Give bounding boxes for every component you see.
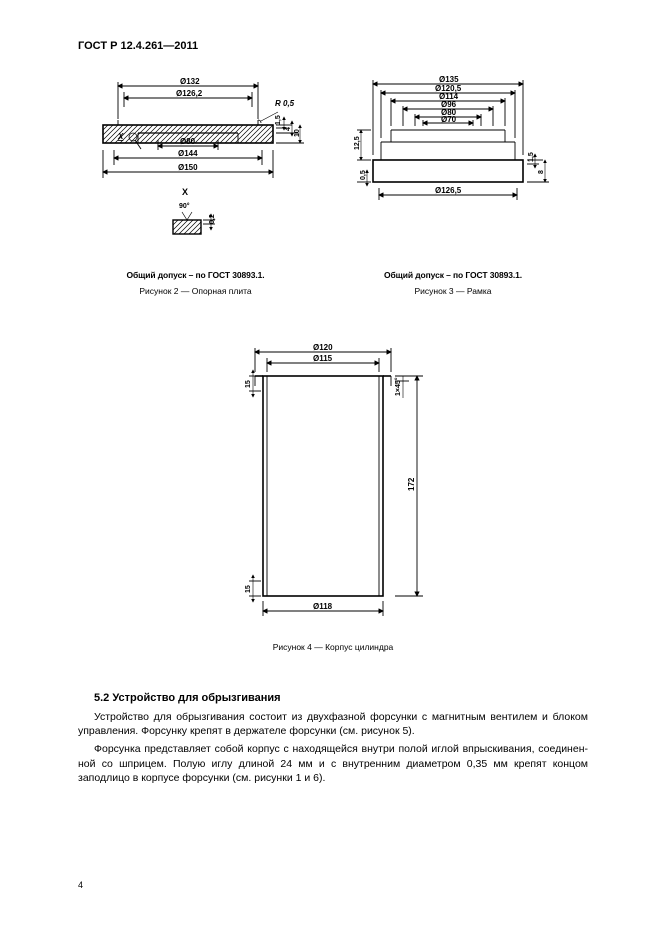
dim-d144: Ø144 — [178, 149, 198, 158]
figure-3-caption: Рисунок 3 — Рамка — [415, 286, 492, 296]
dim-d150: Ø150 — [178, 163, 198, 172]
dim-d115: Ø115 — [313, 354, 333, 363]
detail-x-label: X — [182, 187, 188, 197]
figure-3-note: Общий допуск – по ГОСТ 30893.1. — [384, 270, 522, 280]
figure-2-block: Ø132 Ø126,2 R 0,5 X Ø80 Ø144 Ø150 1,5 4 … — [78, 70, 313, 296]
dim-10: 10 — [294, 129, 301, 137]
dim-d120: Ø120 — [313, 343, 333, 352]
figure-4-svg: Ø120 Ø115 15 15 172 1×45° Ø118 — [213, 336, 453, 636]
dim-chamfer: 1×45° — [394, 377, 402, 396]
dim-8: 8 — [538, 170, 545, 174]
x-marker: X — [117, 132, 124, 141]
angle-90: 90° — [179, 202, 190, 210]
section-5-2-para2: Форсунка представляет собой корпус с нах… — [78, 742, 588, 785]
figure-4-caption: Рисунок 4 — Корпус цилиндра — [273, 642, 394, 652]
figure-4-block: Ø120 Ø115 15 15 172 1×45° Ø118 Рисунок 4… — [78, 336, 588, 652]
top-diagrams-row: Ø132 Ø126,2 R 0,5 X Ø80 Ø144 Ø150 1,5 4 … — [78, 70, 588, 296]
dim-0-5: 0,5 — [360, 170, 367, 180]
figure-3-svg: Ø135 Ø120,5 Ø114 Ø96 Ø80 Ø70 12,5 0,5 Ø1… — [343, 70, 563, 270]
page-header: ГОСТ Р 12.4.261—2011 — [78, 40, 588, 52]
dim-d126-5: Ø126,5 — [435, 186, 462, 195]
dim-172: 172 — [407, 477, 416, 491]
figure-2-caption: Рисунок 2 — Опорная плита — [139, 286, 251, 296]
dim-d126-2: Ø126,2 — [176, 89, 203, 98]
page-number: 4 — [78, 880, 83, 890]
dim-d70: Ø70 — [441, 115, 457, 124]
dim-4: 4 — [285, 127, 292, 131]
section-5-2-heading: 5.2 Устройство для обрызгивания — [94, 692, 588, 704]
section-5-2-para1: Устройство для обрызгивания состоит из д… — [78, 710, 588, 738]
dim-d135: Ø135 — [439, 75, 459, 84]
figure-2-note: Общий допуск – по ГОСТ 30893.1. — [127, 270, 265, 280]
dim-d118: Ø118 — [313, 602, 333, 611]
dim-1-5b: 1,5 — [528, 152, 535, 162]
dim-15a: 15 — [245, 380, 252, 388]
dim-15b: 15 — [245, 585, 252, 593]
dim-d132: Ø132 — [180, 77, 200, 86]
dim-r05: R 0,5 — [275, 99, 295, 108]
figure-2-svg: Ø132 Ø126,2 R 0,5 X Ø80 Ø144 Ø150 1,5 4 … — [78, 70, 313, 270]
dim-d80: Ø80 — [180, 137, 196, 146]
figure-3-block: Ø135 Ø120,5 Ø114 Ø96 Ø80 Ø70 12,5 0,5 Ø1… — [343, 70, 563, 296]
dim-02: 0,2 — [209, 214, 216, 224]
dim-12-5: 12,5 — [354, 136, 361, 150]
dim-1-5: 1,5 — [275, 115, 282, 125]
